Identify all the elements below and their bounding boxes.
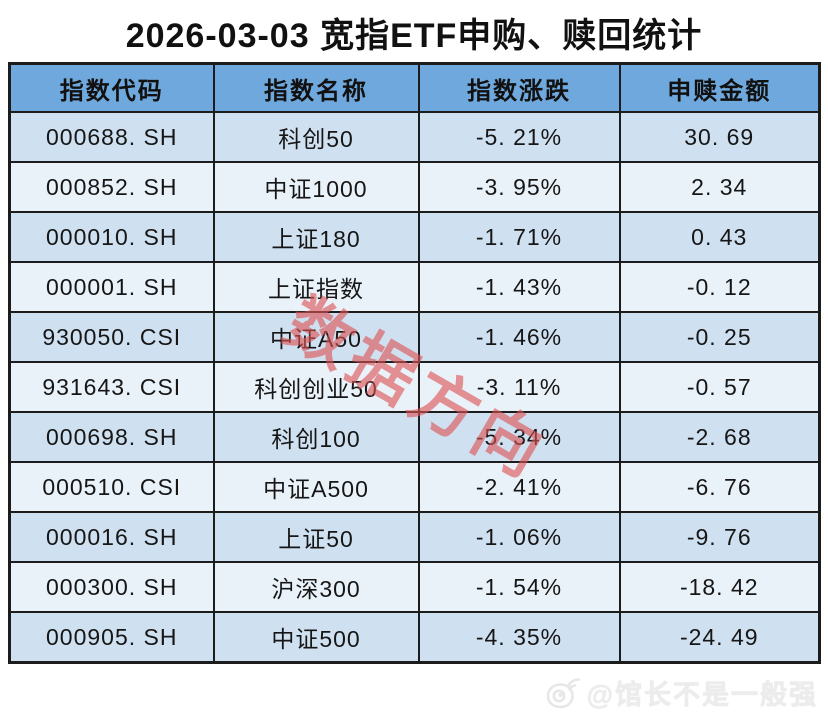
table-body: 000688. SH 科创50 -5. 21% 30. 69 000852. SH 中证1… bbox=[8, 111, 821, 664]
index-name-cell: 上证指数 bbox=[212, 261, 420, 313]
credit-watermark-text: @馆长不是一般强 bbox=[586, 680, 818, 710]
column-header: 指数名称 bbox=[212, 62, 420, 113]
column-header: 申赎金额 bbox=[618, 62, 821, 113]
table-row: 000852. SH 中证1000 -3. 95% 2. 34 bbox=[8, 161, 821, 213]
index-change-cell: -1. 54% bbox=[417, 561, 621, 613]
index-name-cell: 上证180 bbox=[212, 211, 420, 263]
index-name-cell: 上证50 bbox=[212, 511, 420, 563]
page-title: 2026-03-03 宽指ETF申购、赎回统计 bbox=[125, 17, 703, 55]
amount-cell: -24. 49 bbox=[618, 611, 821, 664]
index-code-cell: 000698. SH bbox=[8, 411, 215, 463]
index-name-cell: 中证A500 bbox=[212, 461, 420, 513]
index-name-cell: 科创100 bbox=[212, 411, 420, 463]
index-name-cell: 科创创业50 bbox=[212, 361, 420, 413]
column-header: 指数涨跌 bbox=[417, 62, 621, 113]
header-row: 指数代码 指数名称 指数涨跌 申赎金额 bbox=[8, 62, 821, 113]
index-code-cell: 000852. SH bbox=[8, 161, 215, 213]
amount-cell: 2. 34 bbox=[618, 161, 821, 213]
table-header: 指数代码 指数名称 指数涨跌 申赎金额 bbox=[8, 62, 821, 113]
index-code-cell: 000905. SH bbox=[8, 611, 215, 664]
amount-cell: -0. 12 bbox=[618, 261, 821, 313]
etf-table: 指数代码 指数名称 指数涨跌 申赎金额 000688. SH 科创50 -5. 21% 30… bbox=[8, 62, 821, 664]
table-row: 000001. SH 上证指数 -1. 43% -0. 12 bbox=[8, 261, 821, 313]
index-change-cell: -3. 95% bbox=[417, 161, 621, 213]
index-change-cell: -5. 34% bbox=[417, 411, 621, 463]
amount-cell: 0. 43 bbox=[618, 211, 821, 263]
index-name-cell: 中证500 bbox=[212, 611, 420, 664]
index-change-cell: -2. 41% bbox=[417, 461, 621, 513]
table-row: 000300. SH 沪深300 -1. 54% -18. 42 bbox=[8, 561, 821, 613]
index-code-cell: 000688. SH bbox=[8, 111, 215, 163]
index-code-cell: 000001. SH bbox=[8, 261, 215, 313]
table-row: 000016. SH 上证50 -1. 06% -9. 76 bbox=[8, 511, 821, 563]
table-row: 000905. SH 中证500 -4. 35% -24. 49 bbox=[8, 611, 821, 664]
index-name-cell: 沪深300 bbox=[212, 561, 420, 613]
index-code-cell: 000510. CSI bbox=[8, 461, 215, 513]
column-header: 指数代码 bbox=[8, 62, 215, 113]
credit-watermark: @馆长不是一般强 bbox=[545, 673, 818, 712]
index-change-cell: -4. 35% bbox=[417, 611, 621, 664]
index-code-cell: 000016. SH bbox=[8, 511, 215, 563]
table-row: 000010. SH 上证180 -1. 71% 0. 43 bbox=[8, 211, 821, 263]
index-name-cell: 中证1000 bbox=[212, 161, 420, 213]
table-row: 931643. CSI 科创创业50 -3. 11% -0. 57 bbox=[8, 361, 821, 413]
index-change-cell: -3. 11% bbox=[417, 361, 621, 413]
index-code-cell: 930050. CSI bbox=[8, 311, 215, 363]
index-code-cell: 000010. SH bbox=[8, 211, 215, 263]
table-row: 000688. SH 科创50 -5. 21% 30. 69 bbox=[8, 111, 821, 163]
table-row: 000510. CSI 中证A500 -2. 41% -6. 76 bbox=[8, 461, 821, 513]
amount-cell: -0. 25 bbox=[618, 311, 821, 363]
table-row: 930050. CSI 中证A50 -1. 46% -0. 25 bbox=[8, 311, 821, 363]
amount-cell: -18. 42 bbox=[618, 561, 821, 613]
index-change-cell: -5. 21% bbox=[417, 111, 621, 163]
index-change-cell: -1. 43% bbox=[417, 261, 621, 313]
index-change-cell: -1. 71% bbox=[417, 211, 621, 263]
weibo-logo-icon bbox=[545, 676, 582, 710]
index-change-cell: -1. 06% bbox=[417, 511, 621, 563]
index-code-cell: 000300. SH bbox=[8, 561, 215, 613]
amount-cell: 30. 69 bbox=[618, 111, 821, 163]
table-row: 000698. SH 科创100 -5. 34% -2. 68 bbox=[8, 411, 821, 463]
amount-cell: -2. 68 bbox=[618, 411, 821, 463]
index-name-cell: 中证A50 bbox=[212, 311, 420, 363]
amount-cell: -9. 76 bbox=[618, 511, 821, 563]
index-change-cell: -1. 46% bbox=[417, 311, 621, 363]
amount-cell: -6. 76 bbox=[618, 461, 821, 513]
index-name-cell: 科创50 bbox=[212, 111, 420, 163]
index-code-cell: 931643. CSI bbox=[8, 361, 215, 413]
amount-cell: -0. 57 bbox=[618, 361, 821, 413]
